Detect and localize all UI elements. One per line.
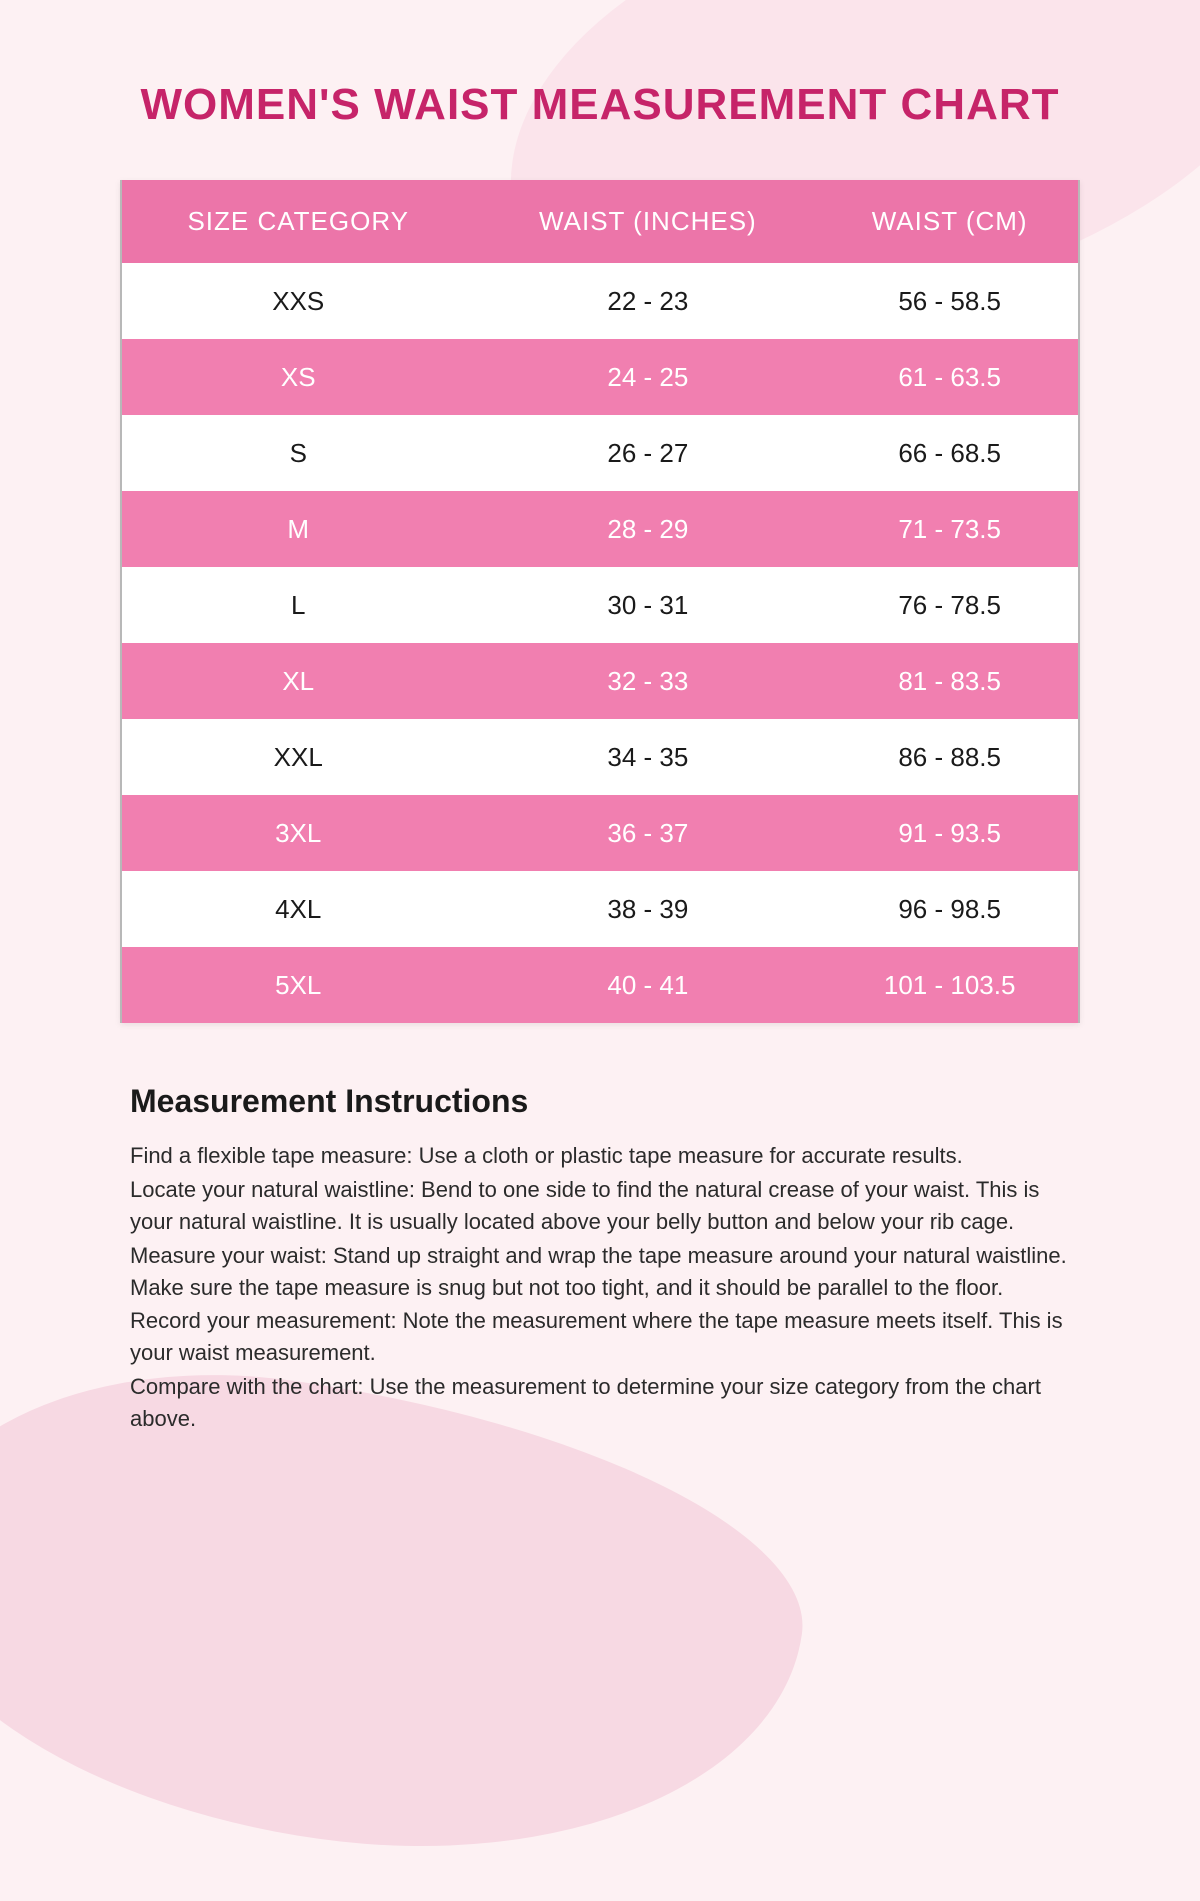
cell-cm: 76 - 78.5 [821, 567, 1078, 643]
cell-cm: 81 - 83.5 [821, 643, 1078, 719]
cell-cm: 61 - 63.5 [821, 339, 1078, 415]
cell-size: M [122, 491, 474, 567]
cell-inches: 22 - 23 [474, 263, 821, 339]
table-row: 5XL 40 - 41 101 - 103.5 [122, 947, 1078, 1023]
size-table: SIZE CATEGORY WAIST (INCHES) WAIST (CM) … [122, 180, 1078, 1023]
cell-size: L [122, 567, 474, 643]
instruction-line: Measure your waist: Stand up straight an… [130, 1240, 1070, 1304]
table-row: M 28 - 29 71 - 73.5 [122, 491, 1078, 567]
table-row: S 26 - 27 66 - 68.5 [122, 415, 1078, 491]
col-size-category: SIZE CATEGORY [122, 180, 474, 263]
col-waist-inches: WAIST (INCHES) [474, 180, 821, 263]
cell-inches: 38 - 39 [474, 871, 821, 947]
cell-size: XL [122, 643, 474, 719]
instruction-line: Compare with the chart: Use the measurem… [130, 1371, 1070, 1435]
table-row: XXS 22 - 23 56 - 58.5 [122, 263, 1078, 339]
instruction-line: Find a flexible tape measure: Use a clot… [130, 1140, 1070, 1172]
cell-size: 4XL [122, 871, 474, 947]
size-table-container: SIZE CATEGORY WAIST (INCHES) WAIST (CM) … [120, 180, 1080, 1023]
page-content: WOMEN'S WAIST MEASUREMENT CHART SIZE CAT… [0, 0, 1200, 1497]
cell-cm: 86 - 88.5 [821, 719, 1078, 795]
cell-cm: 91 - 93.5 [821, 795, 1078, 871]
cell-cm: 71 - 73.5 [821, 491, 1078, 567]
instructions-heading: Measurement Instructions [130, 1083, 1070, 1120]
cell-size: 3XL [122, 795, 474, 871]
cell-size: XXL [122, 719, 474, 795]
cell-inches: 30 - 31 [474, 567, 821, 643]
instruction-line: Record your measurement: Note the measur… [130, 1305, 1070, 1369]
cell-cm: 66 - 68.5 [821, 415, 1078, 491]
table-row: L 30 - 31 76 - 78.5 [122, 567, 1078, 643]
cell-cm: 96 - 98.5 [821, 871, 1078, 947]
cell-size: XXS [122, 263, 474, 339]
cell-inches: 34 - 35 [474, 719, 821, 795]
instruction-line: Locate your natural waistline: Bend to o… [130, 1174, 1070, 1238]
table-row: 4XL 38 - 39 96 - 98.5 [122, 871, 1078, 947]
page-title: WOMEN'S WAIST MEASUREMENT CHART [120, 80, 1080, 130]
cell-size: S [122, 415, 474, 491]
cell-inches: 40 - 41 [474, 947, 821, 1023]
table-row: XL 32 - 33 81 - 83.5 [122, 643, 1078, 719]
table-row: XXL 34 - 35 86 - 88.5 [122, 719, 1078, 795]
cell-cm: 56 - 58.5 [821, 263, 1078, 339]
instructions-body: Find a flexible tape measure: Use a clot… [130, 1140, 1070, 1435]
table-body: XXS 22 - 23 56 - 58.5 XS 24 - 25 61 - 63… [122, 263, 1078, 1023]
cell-size: 5XL [122, 947, 474, 1023]
table-header-row: SIZE CATEGORY WAIST (INCHES) WAIST (CM) [122, 180, 1078, 263]
cell-inches: 36 - 37 [474, 795, 821, 871]
cell-inches: 32 - 33 [474, 643, 821, 719]
col-waist-cm: WAIST (CM) [821, 180, 1078, 263]
table-row: 3XL 36 - 37 91 - 93.5 [122, 795, 1078, 871]
cell-cm: 101 - 103.5 [821, 947, 1078, 1023]
cell-size: XS [122, 339, 474, 415]
cell-inches: 24 - 25 [474, 339, 821, 415]
table-row: XS 24 - 25 61 - 63.5 [122, 339, 1078, 415]
instructions-section: Measurement Instructions Find a flexible… [120, 1083, 1080, 1435]
cell-inches: 26 - 27 [474, 415, 821, 491]
cell-inches: 28 - 29 [474, 491, 821, 567]
